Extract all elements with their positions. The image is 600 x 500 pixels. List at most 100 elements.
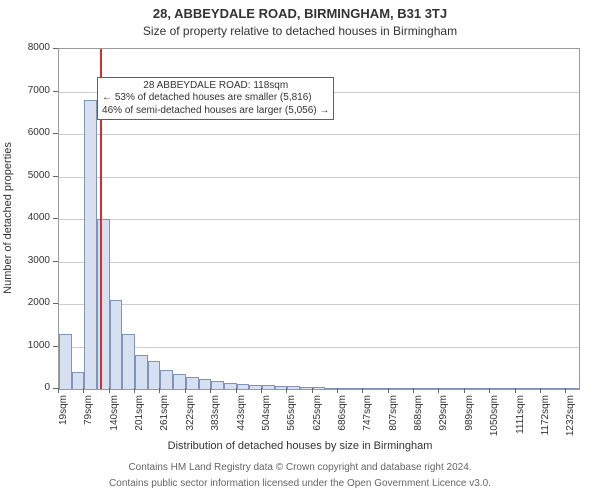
x-tick [210, 388, 211, 393]
x-tick [413, 388, 414, 393]
x-tick-label: 79sqm [83, 395, 94, 445]
x-tick-label: 1111sqm [515, 395, 526, 445]
gridline [59, 262, 579, 263]
y-tick [53, 261, 58, 262]
annotation-box: 28 ABBEYDALE ROAD: 118sqm← 53% of detach… [97, 77, 334, 121]
histogram-bar [110, 300, 123, 389]
x-tick-label: 19sqm [58, 395, 69, 445]
x-tick-label: 1172sqm [540, 395, 551, 445]
x-tick [286, 388, 287, 393]
title-line2: Size of property relative to detached ho… [0, 24, 600, 38]
x-tick [464, 388, 465, 393]
y-tick-label: 1000 [0, 340, 50, 351]
gridline [59, 347, 579, 348]
x-tick-label: 807sqm [388, 395, 399, 445]
histogram-bar [541, 388, 554, 389]
x-tick-label: 989sqm [464, 395, 475, 445]
y-tick-label: 3000 [0, 255, 50, 266]
gridline [59, 134, 579, 135]
x-tick [438, 388, 439, 393]
x-tick-label: 565sqm [286, 395, 297, 445]
histogram-bar [313, 387, 326, 389]
x-tick-label: 261sqm [159, 395, 170, 445]
x-tick [236, 388, 237, 393]
y-tick [53, 346, 58, 347]
histogram-bar [59, 334, 72, 389]
y-tick-label: 7000 [0, 85, 50, 96]
gridline [59, 177, 579, 178]
gridline [59, 219, 579, 220]
x-tick-label: 140sqm [109, 395, 120, 445]
x-tick-label: 929sqm [438, 395, 449, 445]
y-tick [53, 303, 58, 304]
x-tick [58, 388, 59, 393]
histogram-bar [363, 388, 376, 389]
y-tick-label: 5000 [0, 170, 50, 181]
y-tick-label: 6000 [0, 127, 50, 138]
histogram-bar [173, 374, 186, 389]
annotation-line: 28 ABBEYDALE ROAD: 118sqm [102, 80, 329, 93]
x-tick-label: 686sqm [337, 395, 348, 445]
histogram-bar [211, 381, 224, 389]
histogram-bar [84, 100, 97, 389]
x-tick [312, 388, 313, 393]
histogram-bar [122, 334, 135, 389]
x-tick [388, 388, 389, 393]
histogram-bar [135, 355, 148, 389]
y-tick [53, 91, 58, 92]
histogram-bar [414, 388, 427, 389]
x-tick-label: 201sqm [134, 395, 145, 445]
x-tick [261, 388, 262, 393]
x-tick [83, 388, 84, 393]
histogram-bar [262, 385, 275, 389]
y-tick [53, 48, 58, 49]
footer-line1: Contains HM Land Registry data © Crown c… [0, 462, 600, 473]
x-tick [515, 388, 516, 393]
histogram-bar [186, 377, 199, 389]
y-tick-label: 4000 [0, 212, 50, 223]
y-tick-label: 0 [0, 382, 50, 393]
x-tick [337, 388, 338, 393]
histogram-bar [516, 388, 529, 389]
x-tick [109, 388, 110, 393]
histogram-bar [287, 386, 300, 389]
x-tick [489, 388, 490, 393]
x-tick-label: 1050sqm [489, 395, 500, 445]
x-tick-label: 504sqm [261, 395, 272, 445]
x-tick [159, 388, 160, 393]
x-tick-label: 322sqm [185, 395, 196, 445]
gridline [59, 304, 579, 305]
x-tick-label: 747sqm [362, 395, 373, 445]
x-tick [134, 388, 135, 393]
chart-plot-area: 28 ABBEYDALE ROAD: 118sqm← 53% of detach… [58, 48, 580, 390]
footer-line2: Contains public sector information licen… [0, 478, 600, 489]
annotation-line: ← 53% of detached houses are smaller (5,… [102, 92, 329, 105]
y-tick [53, 176, 58, 177]
x-tick-label: 443sqm [236, 395, 247, 445]
histogram-bar [148, 361, 161, 389]
figure-root: 28, ABBEYDALE ROAD, BIRMINGHAM, B31 3TJ … [0, 0, 600, 500]
histogram-bar [338, 388, 351, 389]
histogram-bar [566, 388, 579, 389]
histogram-bar [237, 384, 250, 389]
y-tick-label: 2000 [0, 297, 50, 308]
histogram-bar [439, 388, 452, 389]
x-tick-label: 625sqm [312, 395, 323, 445]
x-tick [540, 388, 541, 393]
histogram-bar [490, 388, 503, 389]
histogram-bar [465, 388, 478, 389]
histogram-bar [389, 388, 402, 389]
x-tick-label: 868sqm [413, 395, 424, 445]
y-tick-label: 8000 [0, 42, 50, 53]
title-line1: 28, ABBEYDALE ROAD, BIRMINGHAM, B31 3TJ [0, 6, 600, 21]
y-tick [53, 133, 58, 134]
histogram-bar [97, 219, 110, 389]
x-tick-label: 383sqm [210, 395, 221, 445]
x-tick-label: 1232sqm [565, 395, 576, 445]
annotation-line: 46% of semi-detached houses are larger (… [102, 105, 329, 118]
histogram-bar [72, 372, 85, 389]
x-tick [185, 388, 186, 393]
x-tick [362, 388, 363, 393]
histogram-bar [160, 370, 173, 389]
x-tick [565, 388, 566, 393]
